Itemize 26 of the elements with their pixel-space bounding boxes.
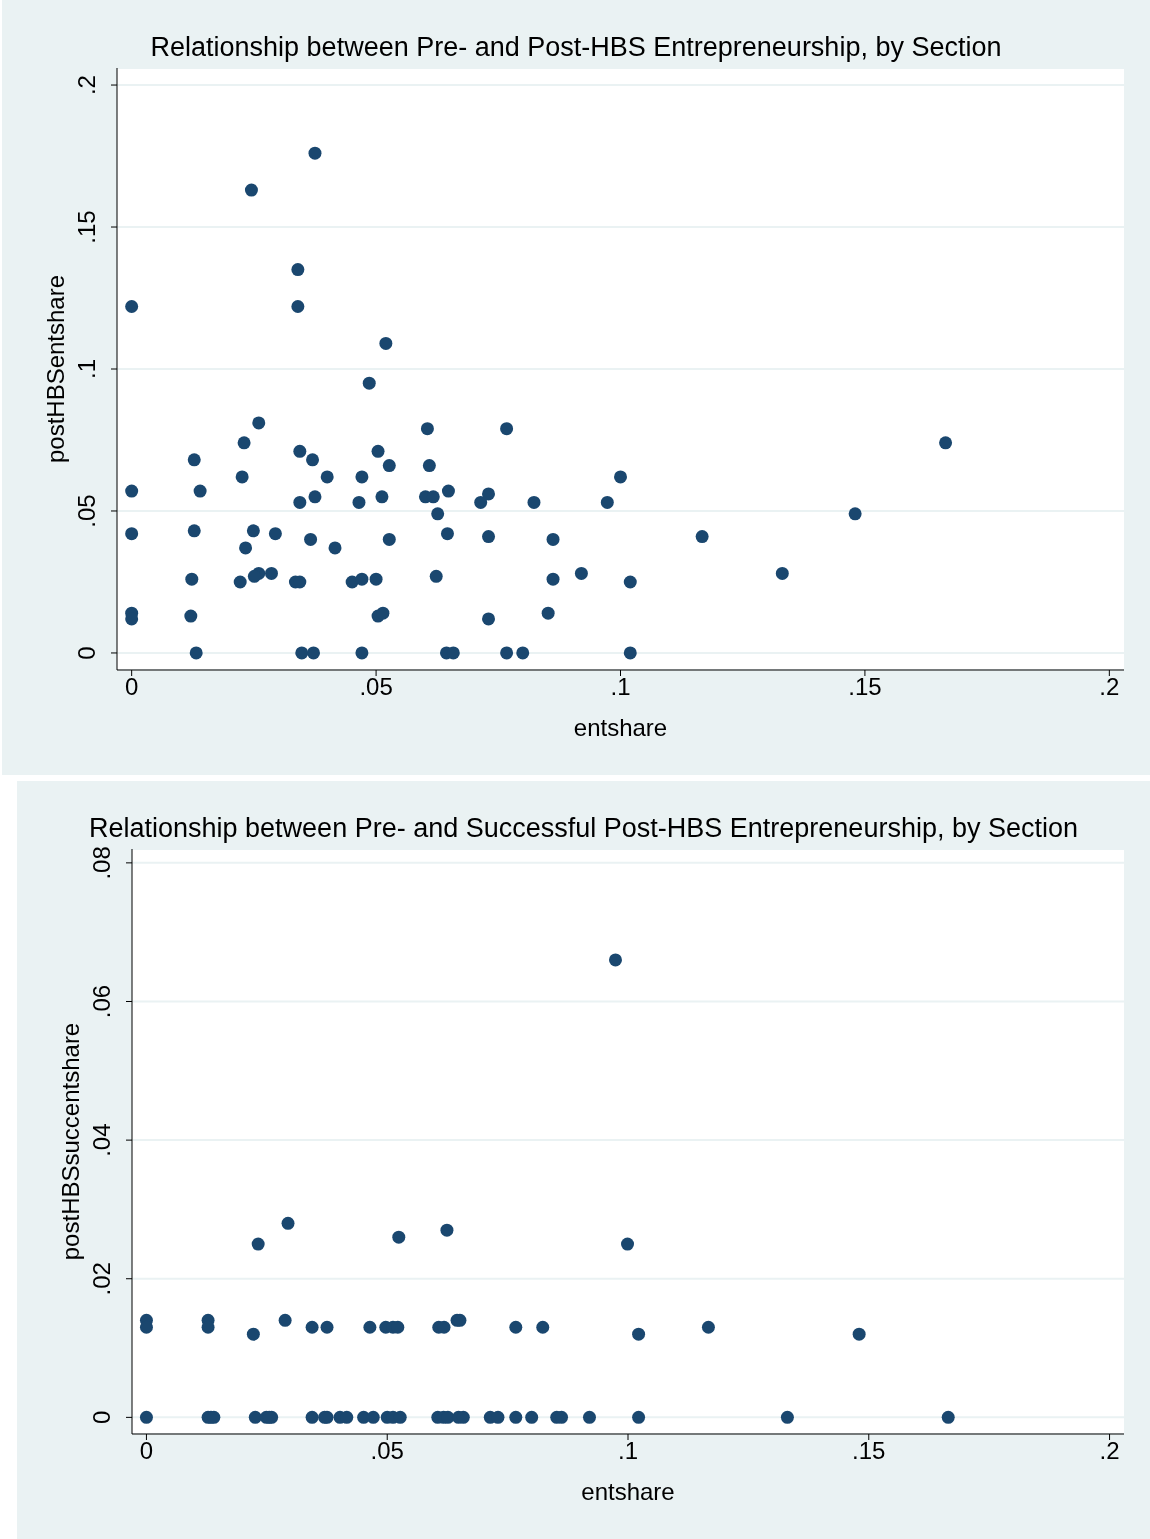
y-tick-label: .06: [88, 984, 115, 1019]
x-tick-label: .05: [370, 1437, 404, 1465]
x-tick-label: .05: [359, 673, 393, 701]
x-tick-label: 0: [139, 1437, 154, 1465]
y-axis-title: postHBSentshare: [41, 274, 69, 464]
x-axis-title: entshare: [573, 714, 668, 741]
x-tick-label: .15: [848, 673, 882, 701]
x-axis-title: entshare: [581, 1478, 675, 1505]
y-tick-label: 0: [73, 646, 100, 660]
x-tick-label: .15: [852, 1437, 886, 1465]
y-tick-label: 0: [88, 1410, 115, 1425]
x-tick-label: 0: [124, 673, 139, 701]
y-tick-label: .2: [73, 75, 100, 96]
x-tick-label: .2: [1099, 673, 1120, 701]
x-tick-label: .2: [1099, 1437, 1120, 1465]
y-tick-label: .05: [73, 494, 100, 528]
chart-title: Relationship between Pre- and Post-HBS Entrepreneurship, by Section: [149, 32, 1003, 63]
y-tick-label: .15: [73, 210, 100, 244]
y-tick-label: .1: [73, 358, 100, 380]
y-tick-label: .02: [88, 1262, 115, 1296]
x-tick-label: .1: [617, 1437, 639, 1465]
y-tick-label: .04: [88, 1123, 115, 1157]
chart-title: Relationship between Pre- and Successful Post-HBS Entrepreneurship, by Section: [87, 813, 1079, 844]
y-axis-title: postHBSsuccentshare: [56, 1022, 84, 1261]
x-tick-label: .1: [610, 673, 631, 701]
y-tick-label: .08: [88, 846, 115, 880]
